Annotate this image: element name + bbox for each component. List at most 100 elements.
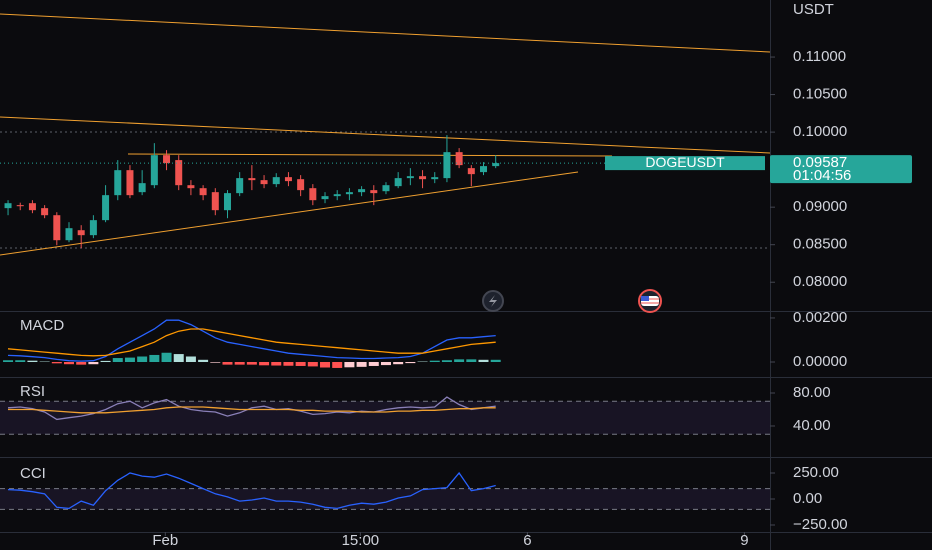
candle-body	[65, 228, 73, 241]
histogram-bar	[380, 362, 391, 366]
candle-body	[248, 178, 256, 181]
y-tick-label: 0.08000	[793, 273, 847, 290]
histogram-bar	[490, 359, 501, 363]
histogram-bar	[88, 362, 99, 365]
histogram-bar	[124, 357, 135, 363]
histogram-bar	[441, 360, 452, 363]
candle-body	[41, 208, 49, 216]
indicator-line	[7, 328, 496, 357]
candle-body	[53, 215, 61, 241]
candle-body	[394, 178, 402, 187]
pane-title: MACD	[20, 317, 64, 334]
histogram-bar	[259, 362, 270, 366]
price-tag	[770, 155, 912, 184]
candle-body	[187, 185, 195, 189]
candle-body	[382, 185, 390, 192]
histogram-bar	[100, 360, 111, 363]
histogram-bar	[137, 356, 148, 363]
candle-body	[260, 180, 268, 185]
x-tick-label: Feb	[152, 532, 178, 549]
y-tick-label: −250.00	[793, 516, 848, 533]
indicator-line	[7, 396, 496, 421]
candle-body	[297, 179, 305, 191]
histogram-bar	[15, 360, 26, 363]
x-tick-label: 6	[523, 532, 531, 549]
indicator-line	[8, 406, 496, 414]
histogram-bar	[332, 362, 343, 368]
candle-body	[284, 177, 292, 182]
trend-line[interactable]	[127, 153, 613, 157]
candle-body	[4, 203, 12, 209]
currency-label: USDT	[793, 1, 834, 18]
candle-body	[114, 170, 122, 196]
histogram-bar	[222, 362, 233, 365]
pane-title: CCI	[20, 465, 46, 482]
replay-icon[interactable]	[482, 290, 504, 312]
histogram-bar	[356, 362, 367, 367]
candle-body	[467, 168, 475, 175]
histogram-bar	[3, 360, 14, 363]
candle-body	[150, 155, 158, 186]
y-tick-label: 0.08500	[793, 236, 847, 253]
histogram-bar	[64, 362, 75, 365]
candle-body	[163, 155, 171, 164]
histogram-bar	[210, 362, 221, 363]
histogram-bar	[185, 356, 196, 363]
histogram-bar	[429, 360, 440, 363]
candle-body	[138, 183, 146, 193]
symbol-label: DOGEUSDT	[645, 154, 725, 170]
last-price: 0.09587	[793, 154, 847, 171]
histogram-bar	[112, 358, 123, 363]
candle-body	[419, 176, 427, 180]
histogram-bar	[368, 362, 379, 366]
histogram-bar	[198, 359, 209, 363]
band-fill	[0, 401, 770, 435]
histogram-bar	[283, 362, 294, 366]
y-tick-label: 250.00	[793, 464, 839, 481]
y-tick-label: 0.11000	[793, 48, 846, 65]
histogram-bar	[478, 359, 489, 363]
trend-line[interactable]	[0, 13, 771, 53]
band-fill	[0, 488, 770, 510]
histogram-bar	[76, 362, 87, 365]
candle-body	[358, 189, 366, 193]
x-tick-label: 9	[740, 532, 748, 549]
trend-line[interactable]	[0, 116, 771, 154]
histogram-bar	[51, 362, 62, 364]
histogram-bar	[234, 362, 245, 365]
countdown: 01:04:56	[793, 167, 851, 184]
candle-body	[175, 160, 183, 186]
candle-body	[28, 203, 36, 211]
histogram-bar	[246, 362, 257, 365]
candle-body	[236, 178, 244, 194]
candle-body	[480, 166, 488, 173]
histogram-bar	[344, 362, 355, 368]
histogram-bar	[295, 362, 306, 366]
flag-icon[interactable]	[638, 289, 662, 313]
y-tick-label: 0.00	[793, 490, 822, 507]
trend-line[interactable]	[0, 171, 579, 256]
indicator-line	[7, 319, 496, 362]
candle-body	[455, 152, 463, 166]
candle-body	[126, 170, 134, 196]
symbol-tag	[605, 156, 765, 171]
y-tick-label: 0.10000	[793, 123, 847, 140]
candle-body	[431, 177, 439, 180]
candle-body	[492, 163, 500, 167]
histogram-bar	[173, 354, 184, 363]
histogram-bar	[393, 362, 404, 365]
candle-body	[199, 188, 207, 196]
candle-body	[443, 152, 451, 179]
x-tick-label: 15:00	[342, 532, 380, 549]
candle-body	[89, 220, 97, 236]
histogram-bar	[307, 362, 318, 367]
pane-title: RSI	[20, 383, 45, 400]
candle-body	[77, 230, 85, 236]
candle-body	[345, 192, 353, 195]
histogram-bar	[27, 360, 38, 363]
y-tick-label: 40.00	[793, 417, 831, 434]
candle-body	[102, 195, 110, 221]
y-tick-label: 0.00000	[793, 353, 847, 370]
